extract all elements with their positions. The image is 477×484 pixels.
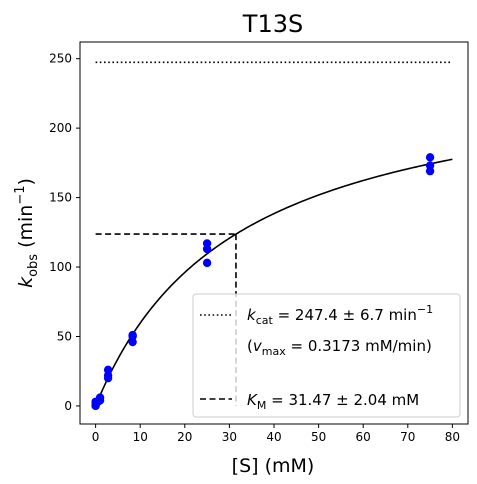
legend-vmax-label: (vmax = 0.3173 mM/min) [247,337,432,358]
y-axis-ticks: 0 50 100 150 200 250 [49,52,80,413]
data-point [425,153,435,162]
plot-area [91,61,453,411]
y-tick-label: 0 [64,399,72,413]
legend-km-subscript: M [257,399,267,412]
legend-kcat-value: = 247.4 ± 6.7 min [273,306,417,324]
x-tick-label: 30 [222,430,237,444]
legend-km-value: = 31.47 ± 2.04 mM [266,391,419,409]
y-tick-label: 200 [49,121,72,135]
legend-km-symbol: K [247,391,258,409]
y-tick-label: 150 [49,191,72,205]
x-tick-label: 70 [400,430,415,444]
x-axis-title: [S] (mM) [232,455,315,477]
data-point [202,239,212,248]
legend-vmax-subscript: max [262,345,286,358]
data-point [128,330,137,340]
legend-vmax-symbol: v [253,337,263,355]
y-axis-title-subscript: obs [26,254,41,277]
x-tick-label: 0 [92,430,100,444]
x-tick-label: 10 [133,430,148,444]
legend-kcat-subscript: cat [256,314,274,327]
x-tick-label: 20 [177,430,192,444]
legend-box [192,293,461,418]
y-tick-label: 100 [49,260,72,274]
data-point [202,258,212,268]
y-tick-label: 50 [57,329,72,343]
legend-km-label: KM = 31.47 ± 2.04 mM [247,391,419,412]
x-tick-label: 80 [445,430,460,444]
y-axis-title-symbol: k [15,276,37,288]
x-tick-label: 40 [266,430,281,444]
fit-curve [94,158,453,407]
data-point [425,161,435,170]
x-tick-label: 50 [311,430,326,444]
legend-kcat-label: kcat = 247.4 ± 6.7 min−1 [247,303,433,327]
chart-title: T13S [242,10,303,38]
legend-vmax-value: = 0.3173 mM/min) [286,337,432,355]
data-point [103,365,113,375]
y-axis-title: kobs (min−1) [13,178,41,288]
data-point [95,393,105,402]
legend: kcat = 247.4 ± 6.7 min−1 (vmax = 0.3173 … [192,293,461,418]
legend-kcat-exponent: −1 [417,303,433,316]
x-axis-ticks: 0 10 20 30 40 50 60 70 80 [92,424,460,444]
legend-kcat-symbol: k [247,306,257,324]
y-axis-title-exponent: −1 [13,186,28,205]
y-axis-title-close: ) [15,178,37,185]
x-tick-label: 60 [356,430,371,444]
y-axis-title-unit: (min [15,205,37,248]
legend-vmax-open: ( [247,337,253,355]
y-tick-label: 250 [49,52,72,66]
